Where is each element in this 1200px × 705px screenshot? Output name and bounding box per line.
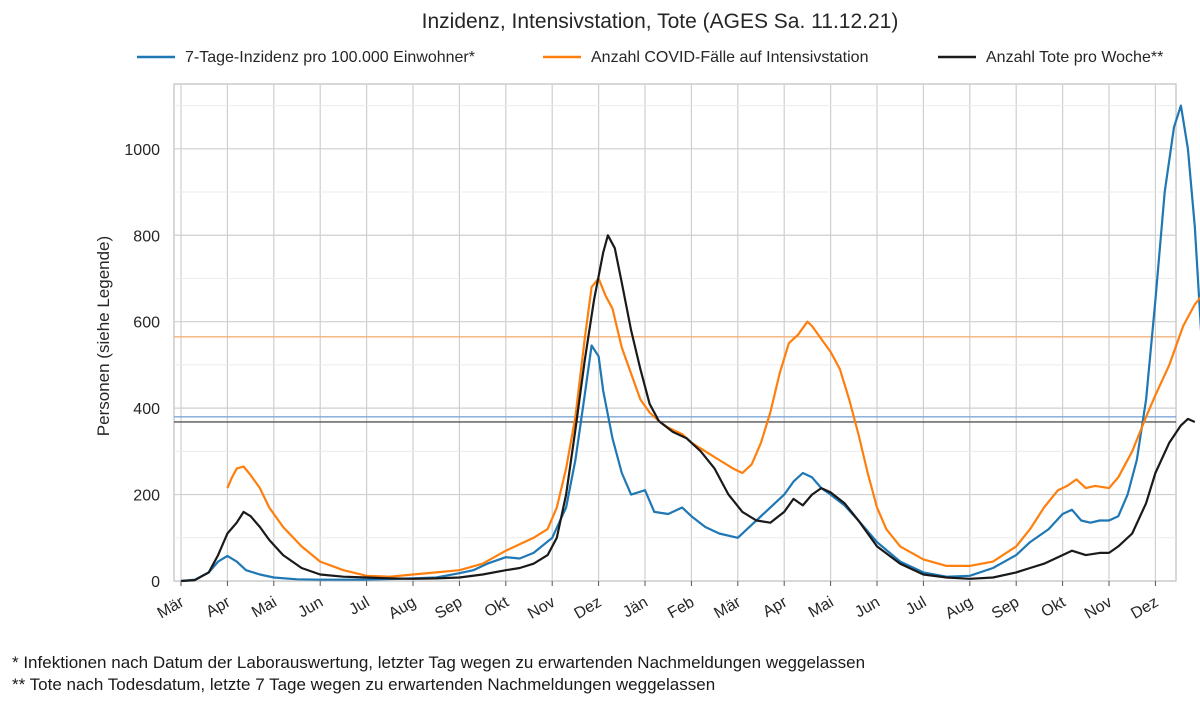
- legend-item: Anzahl Tote pro Woche**: [938, 49, 1163, 66]
- y-tick-label: 1000: [124, 142, 160, 159]
- footnotes: * Infektionen nach Datum der Laborauswer…: [12, 652, 865, 696]
- x-tick-label: Aug: [386, 594, 419, 623]
- reference-lines: [174, 336, 1176, 423]
- y-tick-label: 800: [133, 228, 160, 245]
- legend-item: Anzahl COVID-Fälle auf Intensivstation: [543, 49, 868, 66]
- chart: Inzidenz, Intensivstation, Tote (AGES Sa…: [94, 10, 1200, 623]
- x-tick-label: Sep: [432, 594, 465, 623]
- y-axis-ticks: 0 200 400 600 800 1000: [124, 142, 160, 591]
- x-axis-ticks: Mär Apr Mai Jun Jul Aug Sep Okt Nov Dez Jän Feb Mär A…: [155, 581, 1161, 623]
- legend-label: Anzahl Tote pro Woche**: [986, 49, 1163, 66]
- y-axis-label: Personen (siehe Legende): [94, 236, 113, 436]
- x-tick-label: Apr: [203, 593, 234, 621]
- x-tick-label: Jän: [620, 594, 651, 622]
- series-line-2: [226, 277, 1200, 578]
- x-tick-label: Jul: [346, 594, 372, 619]
- x-tick-label: Jun: [295, 594, 326, 622]
- y-tick-label: 400: [133, 401, 160, 418]
- x-tick-label: Nov: [1082, 594, 1115, 623]
- legend-item: 7-Tage-Inzidenz pro 100.000 Einwohner*: [137, 49, 475, 66]
- chart-title: Inzidenz, Intensivstation, Tote (AGES Sa…: [422, 10, 899, 33]
- x-tick-label: Jul: [903, 594, 929, 619]
- y-tick-label: 0: [151, 574, 160, 591]
- x-tick-label: Mai: [806, 594, 837, 622]
- x-tick-label: Okt: [1039, 593, 1070, 620]
- footnote-2: ** Tote nach Todesdatum, letzte 7 Tage w…: [12, 675, 716, 694]
- x-tick-label: Dez: [1128, 594, 1161, 623]
- series-lines: [180, 104, 1200, 583]
- x-tick-label: Jun: [852, 594, 883, 622]
- x-tick-label: Apr: [760, 593, 791, 621]
- x-tick-label: Mär: [711, 593, 744, 622]
- x-tick-label: Nov: [525, 594, 558, 623]
- x-tick-label: Sep: [989, 594, 1022, 623]
- x-tick-label: Feb: [665, 594, 697, 623]
- legend-label: Anzahl COVID-Fälle auf Intensivstation: [591, 49, 868, 66]
- y-tick-label: 200: [133, 488, 160, 505]
- grid: [174, 84, 1176, 582]
- x-tick-label: Dez: [571, 594, 604, 623]
- series-line-3: [180, 234, 1196, 583]
- x-tick-label: Okt: [482, 593, 513, 620]
- legend: 7-Tage-Inzidenz pro 100.000 Einwohner* An…: [137, 49, 1163, 66]
- plot-area: [173, 83, 1177, 582]
- x-tick-label: Aug: [943, 594, 976, 623]
- legend-label: 7-Tage-Inzidenz pro 100.000 Einwohner*: [185, 49, 475, 66]
- x-tick-label: Mai: [249, 594, 280, 622]
- footnote-1: * Infektionen nach Datum der Laborauswer…: [12, 653, 866, 672]
- x-tick-label: Mär: [155, 593, 188, 622]
- y-tick-label: 600: [133, 315, 160, 332]
